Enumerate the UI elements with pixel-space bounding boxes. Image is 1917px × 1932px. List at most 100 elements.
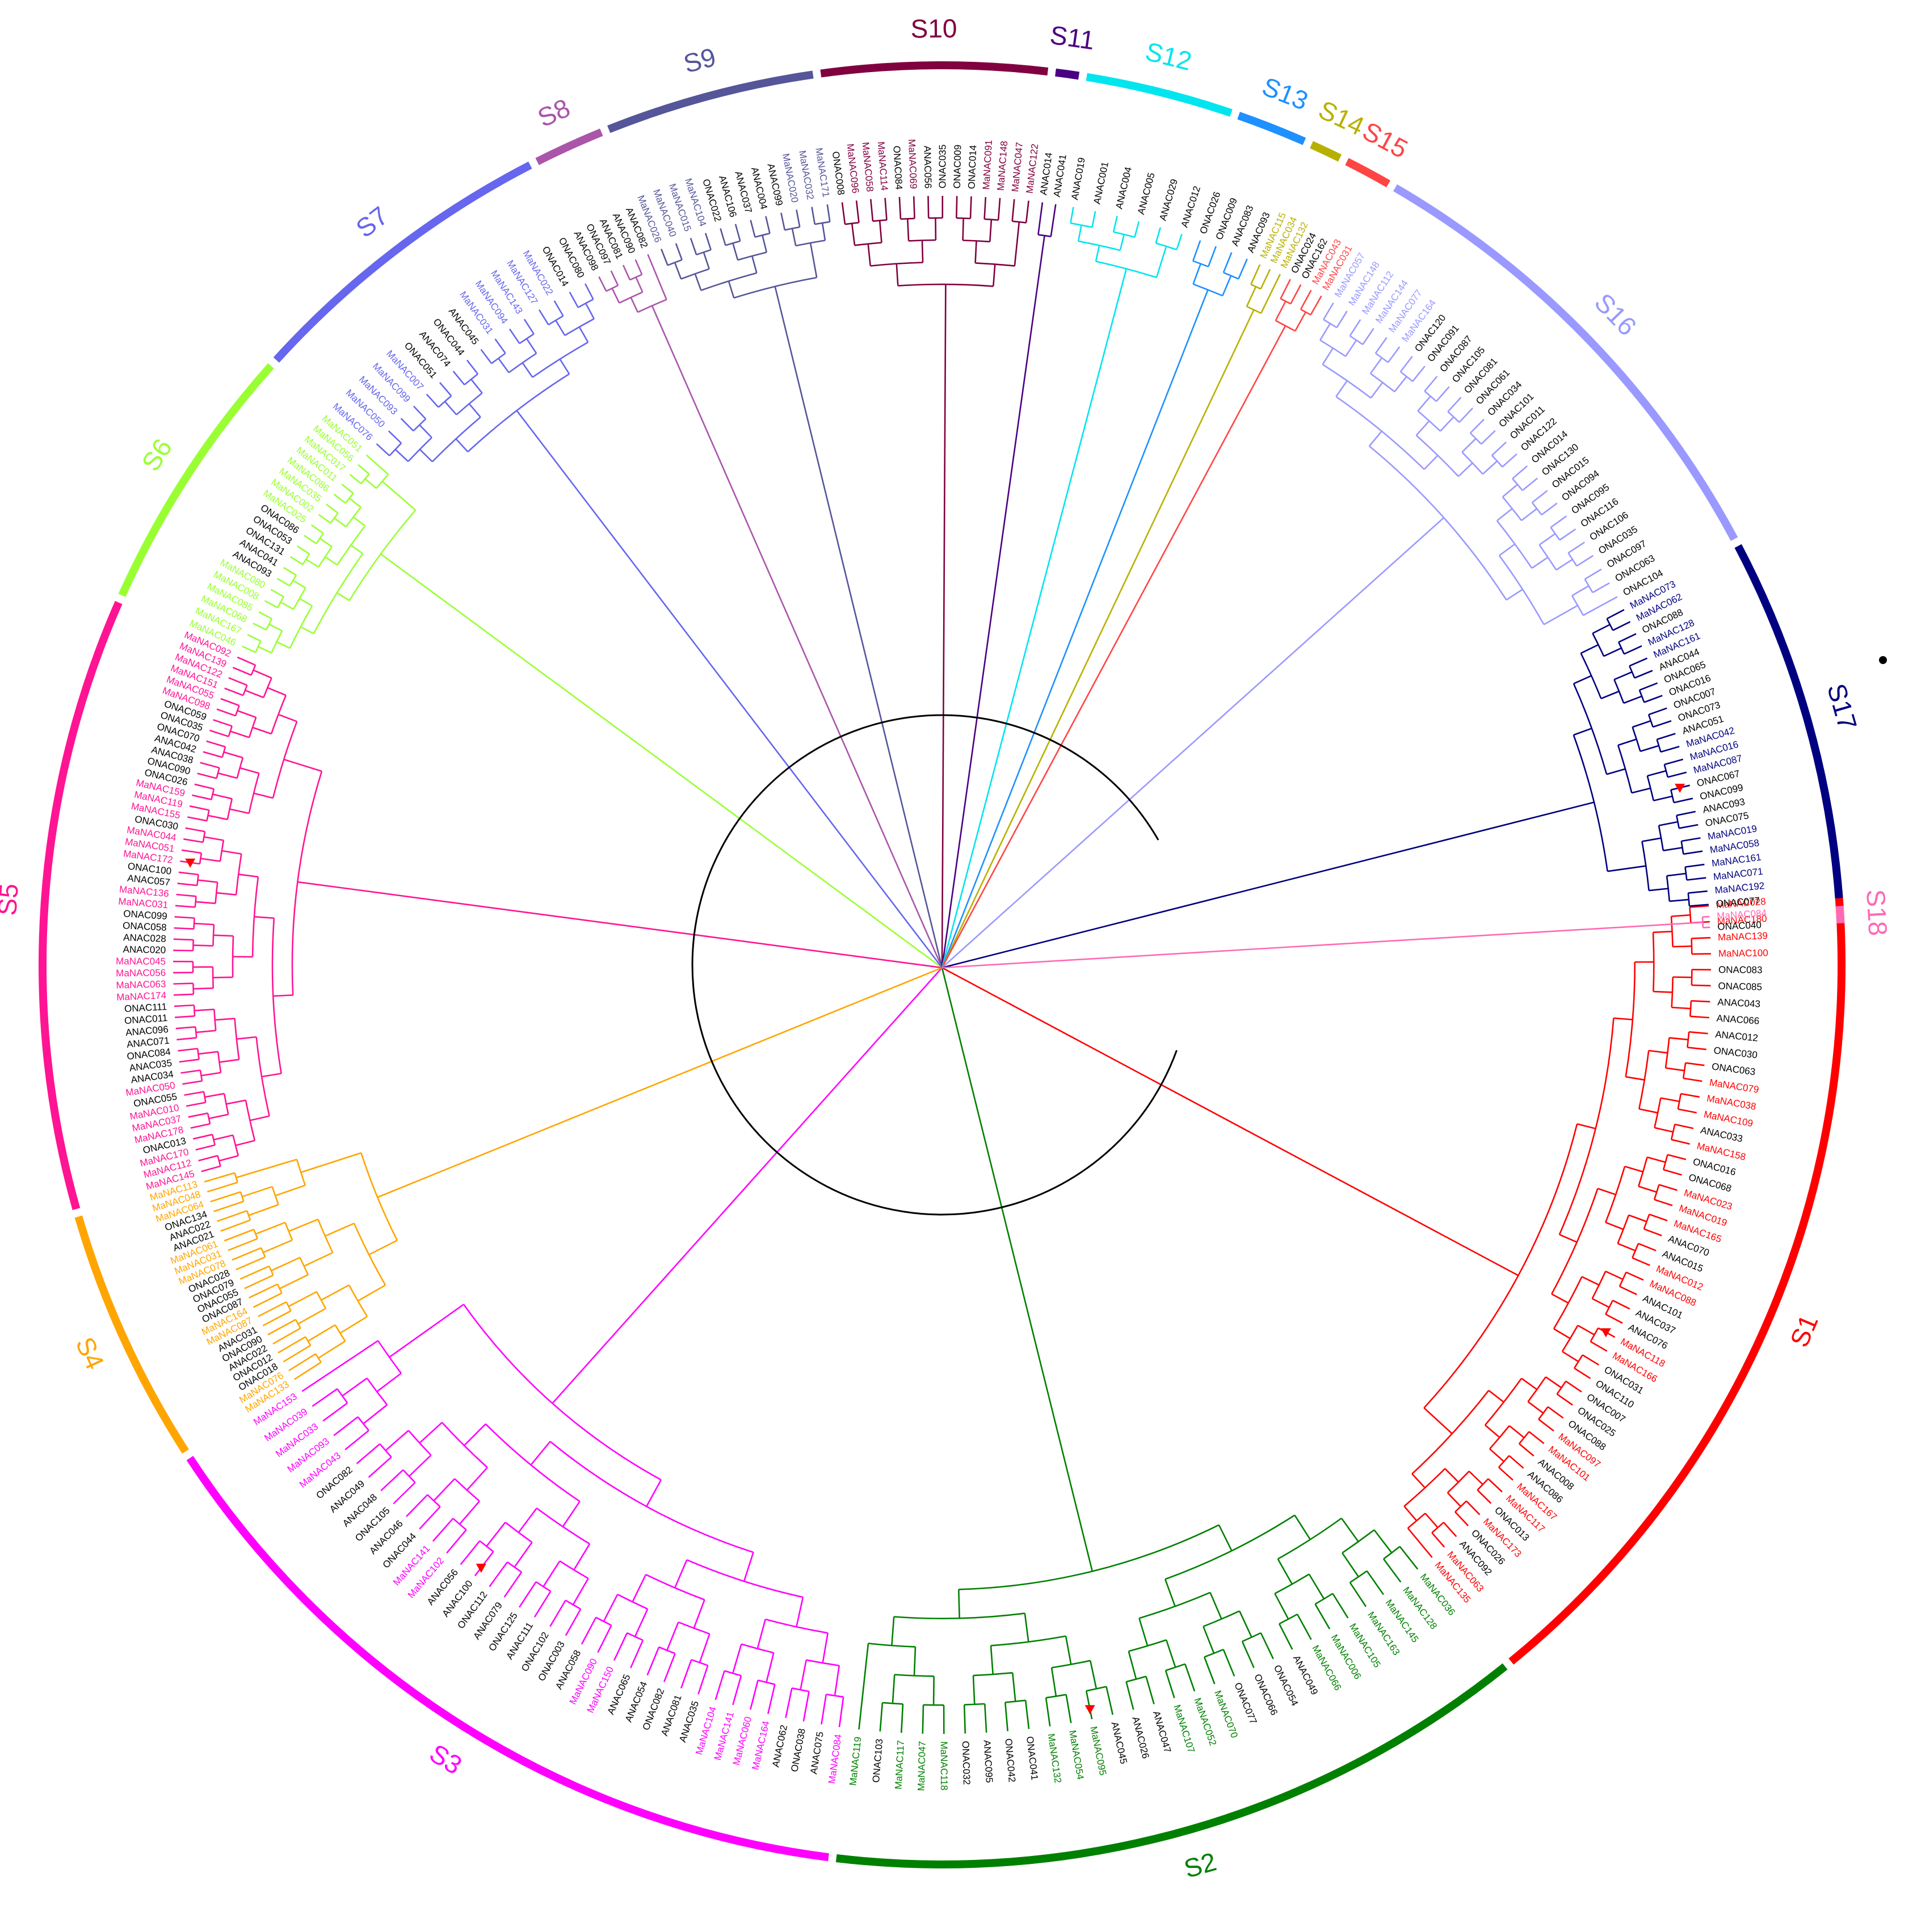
branch — [284, 1222, 293, 1241]
branch — [325, 556, 338, 566]
branch — [1606, 618, 1614, 631]
branch — [559, 1560, 589, 1580]
branch — [1491, 442, 1507, 456]
branch — [252, 726, 272, 735]
branch — [1687, 893, 1691, 906]
branch — [196, 1030, 216, 1034]
branch — [913, 1647, 917, 1676]
branch — [1541, 502, 1558, 516]
branch — [1556, 558, 1573, 571]
branch — [393, 1482, 416, 1505]
branch — [611, 288, 620, 304]
branch — [1349, 1582, 1367, 1607]
leaf-label: MaNAC060 — [731, 1715, 754, 1766]
branch — [1581, 1276, 1600, 1286]
branch — [1574, 1354, 1583, 1369]
branch — [1078, 240, 1121, 251]
branch — [841, 202, 846, 225]
branch — [1643, 695, 1663, 703]
leaf-label: ONAC014 — [966, 145, 979, 189]
branch — [1660, 745, 1680, 753]
branch — [194, 896, 197, 908]
branch — [253, 792, 274, 799]
subfamily-arc-s13 — [1237, 111, 1306, 145]
branch — [1584, 568, 1602, 580]
branch — [989, 219, 993, 242]
branch — [1203, 1626, 1215, 1654]
subfamily-label-s15: S15 — [1358, 116, 1413, 164]
branch — [1641, 841, 1650, 891]
leaf-label: ANAC014 — [1038, 152, 1054, 195]
branch — [463, 1423, 486, 1446]
branch — [174, 927, 194, 930]
branch — [479, 1540, 494, 1552]
branch — [973, 1671, 1013, 1677]
branch — [1624, 1165, 1643, 1173]
branch — [380, 1469, 404, 1492]
branch — [258, 611, 272, 620]
branch — [174, 916, 195, 919]
branch — [1164, 1578, 1176, 1607]
branch — [1671, 1139, 1691, 1145]
branch — [1577, 1123, 1596, 1129]
branch — [278, 713, 297, 723]
branch — [208, 1114, 229, 1119]
branch — [267, 687, 287, 696]
branch — [1454, 1511, 1469, 1527]
branch — [221, 850, 242, 855]
leaf-label: ONAC030 — [1713, 1045, 1758, 1060]
branch — [216, 892, 237, 896]
branch — [419, 1506, 441, 1530]
branch — [232, 1247, 262, 1261]
branch — [1685, 863, 1705, 868]
branch — [1090, 1660, 1098, 1689]
branch — [261, 1073, 281, 1078]
branch — [1671, 914, 1691, 917]
branch — [226, 1099, 246, 1105]
leaf-label: ONAC066 — [1252, 1673, 1280, 1717]
branch — [1077, 225, 1082, 242]
branch — [333, 493, 346, 504]
branch — [514, 1542, 533, 1568]
branch — [197, 879, 218, 883]
branch — [1559, 1234, 1578, 1243]
branch — [1606, 768, 1626, 775]
branch — [419, 424, 432, 438]
branch — [385, 1430, 409, 1451]
tree-branches — [173, 196, 1712, 1734]
branch — [1634, 670, 1653, 679]
leaf-label: ONAC035 — [937, 145, 948, 188]
branch — [304, 1251, 333, 1267]
leaf-label: MaNAC174 — [116, 990, 167, 1002]
branch — [1677, 1093, 1682, 1110]
branch — [1145, 1676, 1155, 1704]
clade-stem-s9 — [774, 286, 943, 968]
branch — [802, 1691, 810, 1722]
leaf-label: MaNAC045 — [116, 956, 166, 967]
branch — [1666, 872, 1687, 877]
branch — [213, 1200, 244, 1212]
branch — [1519, 1443, 1535, 1457]
branch — [821, 1694, 827, 1725]
branch — [221, 746, 226, 758]
branch — [272, 1328, 301, 1345]
leaf-label: ANAC004 — [1113, 166, 1134, 210]
branch — [1192, 240, 1201, 262]
branch — [634, 259, 643, 275]
branch — [1260, 274, 1281, 314]
branch — [1647, 714, 1654, 728]
subfamily-label-s14: S14 — [1314, 95, 1369, 141]
branch — [868, 1643, 916, 1648]
subfamily-arc-s8 — [535, 128, 603, 165]
clade-stem-s3 — [552, 967, 943, 1404]
branch — [1638, 690, 1645, 703]
branch — [1436, 386, 1450, 402]
leaf-label: ANAC005 — [1136, 171, 1157, 216]
branch — [1592, 633, 1605, 657]
branch — [334, 517, 347, 528]
branch — [459, 1501, 480, 1525]
branch — [1477, 1489, 1492, 1504]
branch — [1580, 653, 1602, 699]
branch — [694, 273, 702, 291]
branch — [892, 1674, 896, 1704]
